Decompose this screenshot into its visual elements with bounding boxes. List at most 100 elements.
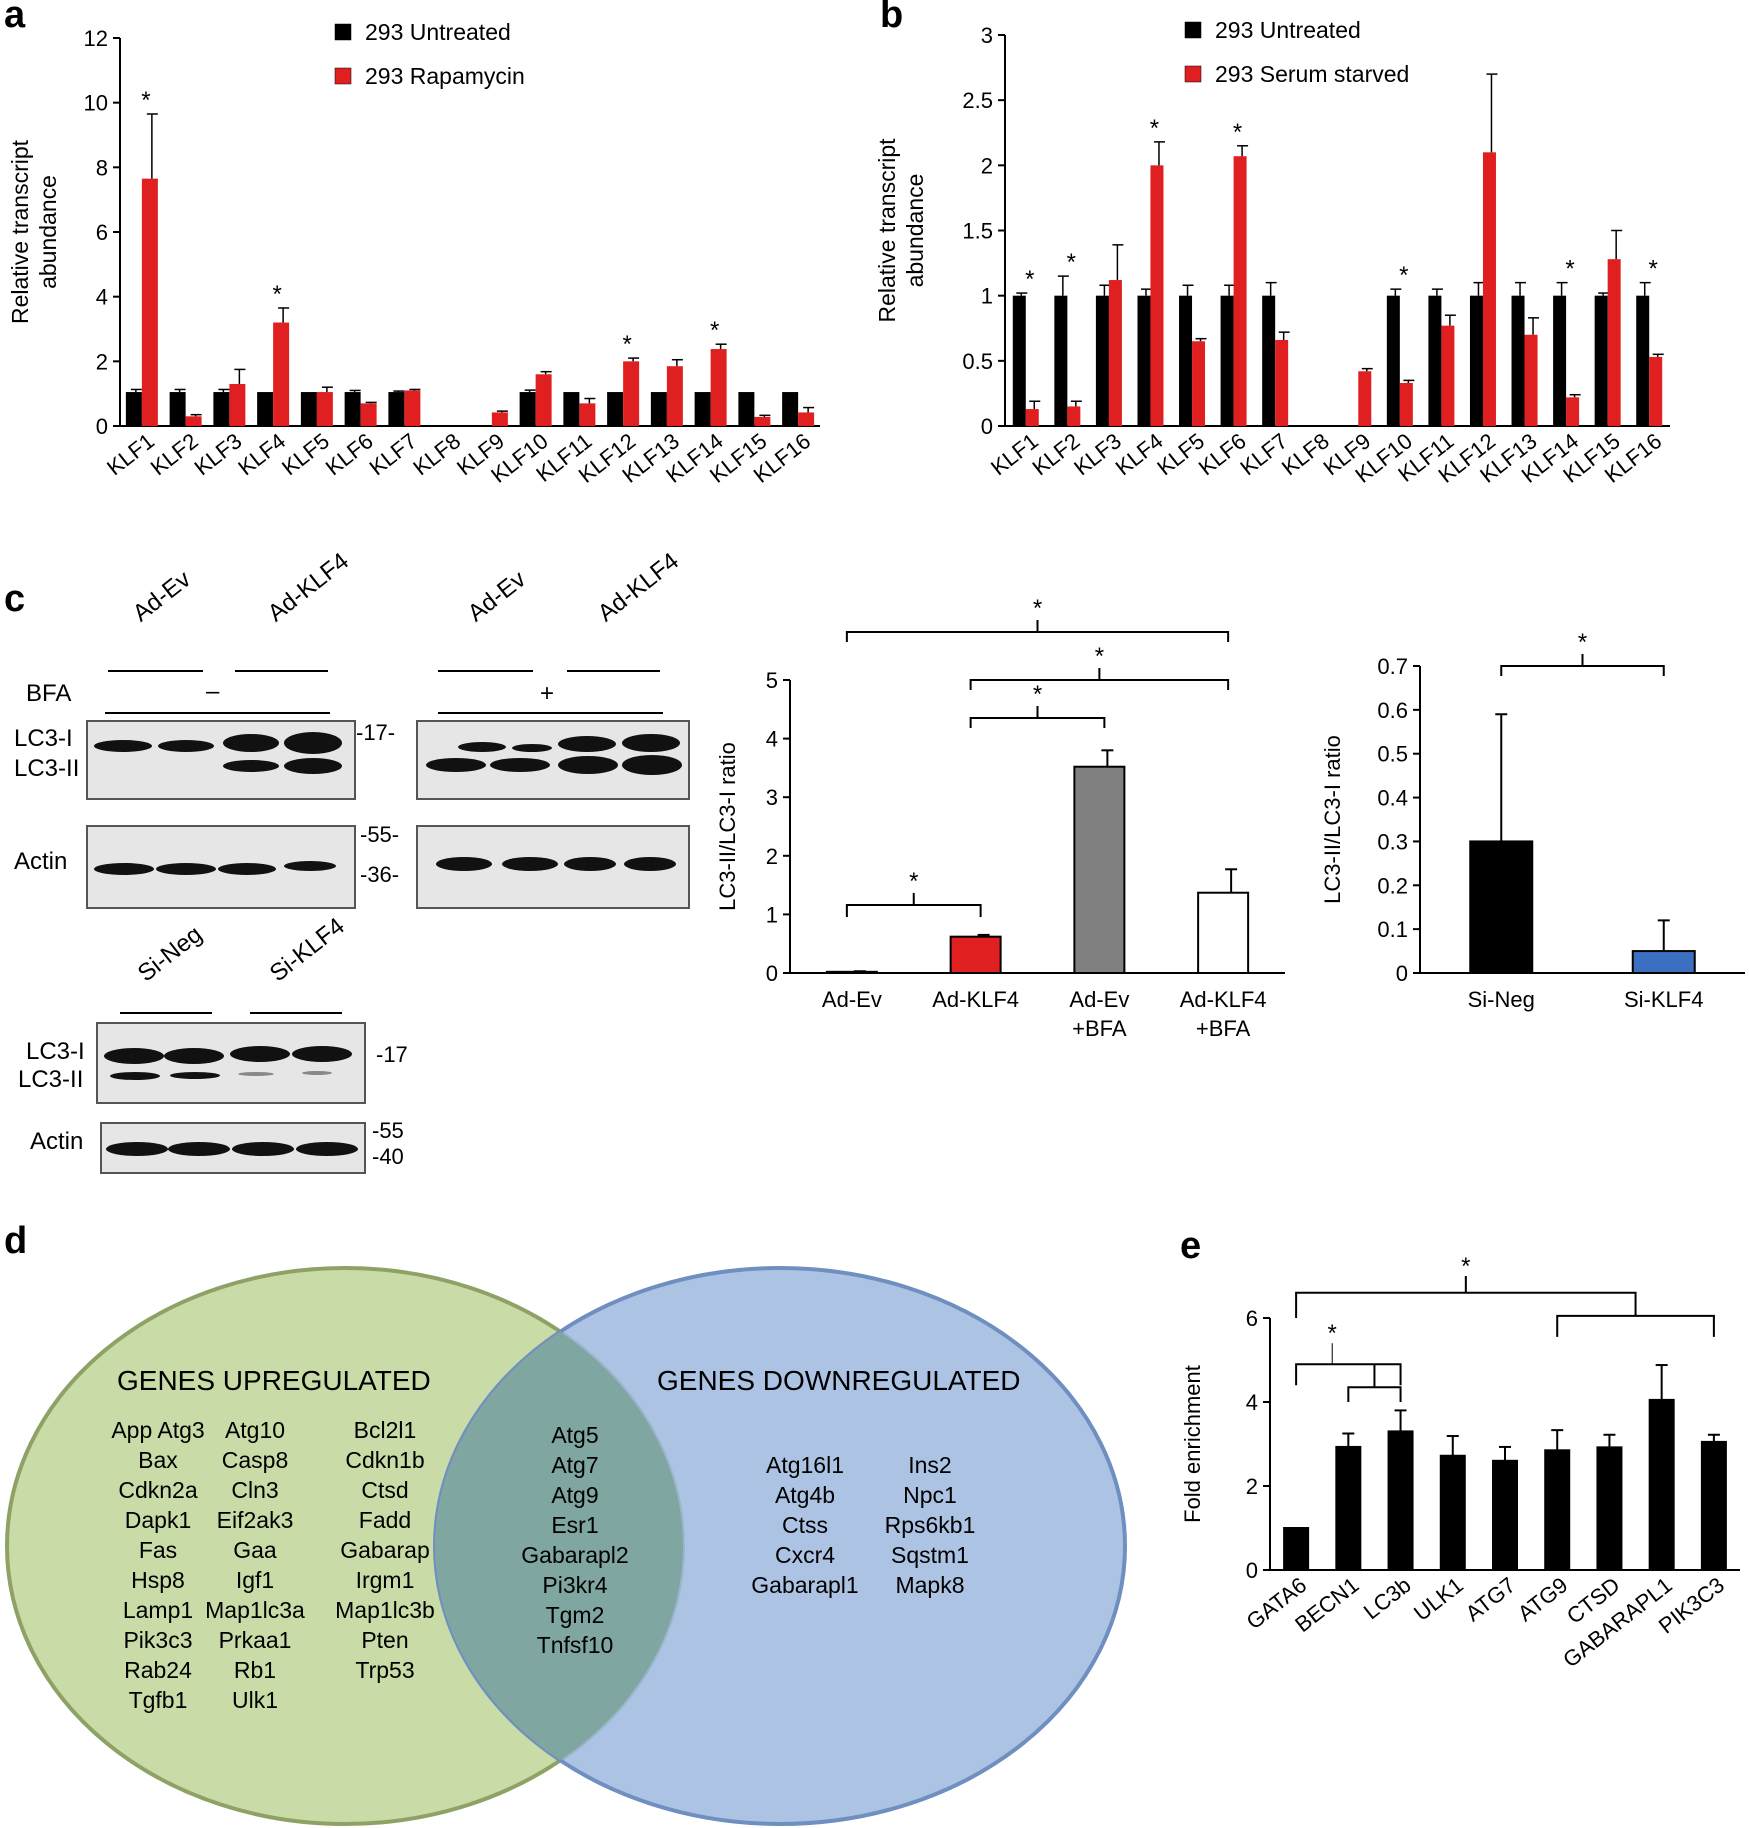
lc3-ii-label: LC3-II — [14, 755, 80, 782]
venn-right-col2: Ins2 Npc1 Rps6kb1 Sqstm1 Mapk8 — [870, 1450, 990, 1600]
y-tick-label: 10 — [84, 91, 108, 116]
significance-star: * — [1328, 1320, 1337, 1347]
venn-gene: Pten — [361, 1627, 409, 1653]
bar — [1544, 1449, 1571, 1571]
significance-star: * — [141, 87, 150, 114]
chart-b: 0 0.5 1 1.5 2 2.5 3 Relative transcriptabundanc… — [875, 17, 1670, 488]
bar-293-untreated-klf14 — [1553, 295, 1567, 426]
venn-gene: Gabarap — [340, 1537, 430, 1563]
y-tick-label: 0.5 — [1377, 742, 1408, 767]
wb-label-ad-ev-2: Ad-Ev — [462, 565, 531, 628]
bar-293-serum-starved-klf14 — [1566, 397, 1580, 426]
significance-bracket — [1556, 1314, 1715, 1337]
panel-label-d: d — [4, 1220, 28, 1262]
chart-c-right: 0 0.1 0.2 0.3 0.4 0.5 0.6 0.7 LC3-II/LC3-I ratio… — [1320, 629, 1745, 1012]
venn-left-col2: Atg10 Casp8 Cln3 Eif2ak3 Gaa Igf1 Map1lc3a Prka… — [195, 1415, 315, 1715]
significance-bracket — [969, 706, 1106, 728]
bar — [1469, 840, 1534, 974]
bar — [1648, 1398, 1675, 1571]
mw-55b: -55 — [372, 1118, 404, 1143]
venn-gene: Eif2ak3 — [216, 1507, 294, 1533]
legend-swatch — [1184, 65, 1202, 83]
x-tick-label: Si-KLF4 — [1624, 987, 1703, 1012]
y-tick-label: 2 — [981, 153, 993, 178]
x-tick-label: Si-Neg — [1468, 987, 1535, 1012]
lc3-i-label: LC3-I — [14, 725, 73, 752]
significance-bracket — [845, 620, 1230, 642]
significance-star: * — [622, 331, 631, 358]
venn-left-col3: Bcl2l1 Cdkn1b Ctsd Fadd Gabarap Irgm1 Map1lc3b… — [325, 1415, 445, 1685]
bar-293-untreated-klf6 — [344, 392, 361, 426]
bar-293-untreated-klf2 — [1054, 295, 1068, 426]
venn-gene: Atg5 — [551, 1422, 599, 1448]
bar-293-untreated-klf3 — [213, 392, 230, 426]
bar-293-serum-starved-klf6 — [1233, 156, 1247, 426]
venn-gene: Sqstm1 — [891, 1542, 969, 1568]
venn-gene: Cln3 — [231, 1477, 279, 1503]
y-tick-label: 6 — [1246, 1306, 1258, 1331]
legend-label: 293 Rapamycin — [365, 63, 525, 89]
wb-label-si-klf4: Si-KLF4 — [264, 912, 350, 988]
venn-diagram: GENES UPREGULATED GENES DOWNREGULATED Ap… — [0, 1265, 1140, 1828]
venn-gene: Casp8 — [221, 1447, 289, 1473]
venn-gene: Ctss — [782, 1512, 828, 1538]
significance-star: * — [1095, 643, 1104, 670]
x-tick-label: KLF2 — [146, 428, 203, 480]
significance-bracket — [1295, 1363, 1402, 1386]
bar — [1596, 1446, 1623, 1571]
x-tick-label: LC3b — [1359, 1572, 1416, 1624]
venn-gene: Hsp8 — [131, 1567, 185, 1593]
bar-293-rapamycin-klf13 — [666, 366, 683, 426]
y-tick-label: 0 — [1246, 1558, 1258, 1583]
venn-left-col1: App Atg3 Bax Cdkn2a Dapk1 Fas Hsp8 Lamp1 Pik3c3… — [98, 1415, 218, 1715]
y-axis-label: LC3-II/LC3-I ratio — [715, 742, 740, 911]
significance-star: * — [1565, 256, 1574, 283]
significance-bracket — [1347, 1364, 1402, 1402]
x-tick-label: KLF7 — [365, 428, 422, 480]
bar-293-untreated-klf1 — [1012, 295, 1026, 426]
bar-293-untreated-klf12 — [1469, 295, 1483, 426]
bar — [1700, 1440, 1727, 1571]
chart-c-mid: 0 1 2 3 4 5 LC3-II/LC3-I ratio Ad-Ev Ad-KLF4 Ad-E… — [715, 595, 1285, 1041]
bar-293-rapamycin-klf9 — [491, 412, 508, 426]
wb-line — [235, 670, 328, 672]
venn-gene: Cxcr4 — [774, 1542, 836, 1568]
venn-gene: Tgfb1 — [128, 1687, 188, 1713]
legend-swatch — [1184, 21, 1202, 39]
venn-gene: Atg16l1 — [765, 1452, 844, 1478]
blot-actin-minus-bfa — [86, 825, 356, 909]
wb-label-ad-klf4-1: Ad-KLF4 — [262, 547, 355, 628]
venn-gene: Ctsd — [361, 1477, 409, 1503]
venn-gene: Fadd — [358, 1507, 412, 1533]
significance-star: * — [1033, 681, 1042, 708]
bar — [1335, 1445, 1362, 1571]
y-tick-label: 4 — [1246, 1390, 1258, 1415]
bar-293-serum-starved-klf1 — [1025, 409, 1039, 426]
venn-gene: Ins2 — [908, 1452, 952, 1478]
bar-293-untreated-klf7 — [388, 392, 405, 426]
y-tick-label: 12 — [84, 26, 108, 51]
y-tick-label: 2.5 — [962, 88, 993, 113]
lc3-ii-label-2: LC3-II — [18, 1066, 84, 1093]
mw-36: -36- — [360, 862, 400, 887]
wb-line — [250, 1012, 342, 1014]
y-axis-label: LC3-II/LC3-I ratio — [1320, 735, 1345, 904]
venn-gene: Atg10 — [224, 1417, 286, 1443]
bar-293-untreated-klf13 — [650, 392, 667, 426]
bar-293-rapamycin-klf6 — [360, 403, 377, 426]
x-tick-label: KLF6 — [321, 428, 378, 480]
bar-293-rapamycin-klf1 — [141, 178, 158, 426]
panel-label-a: a — [4, 0, 26, 36]
mw-40: -40 — [372, 1144, 404, 1169]
y-tick-label: 0 — [766, 961, 778, 986]
bar-293-untreated-klf16 — [1636, 295, 1650, 426]
significance-star: * — [1025, 266, 1034, 293]
wb-line — [438, 670, 533, 672]
y-tick-label: 0.1 — [1377, 917, 1408, 942]
y-tick-label: 1.5 — [962, 219, 993, 244]
blot-lc3-minus-bfa — [86, 720, 356, 800]
bar-293-serum-starved-klf5 — [1192, 341, 1206, 426]
y-tick-label: 0.6 — [1377, 698, 1408, 723]
significance-star: * — [710, 317, 719, 344]
bar-293-serum-starved-klf12 — [1482, 152, 1496, 427]
